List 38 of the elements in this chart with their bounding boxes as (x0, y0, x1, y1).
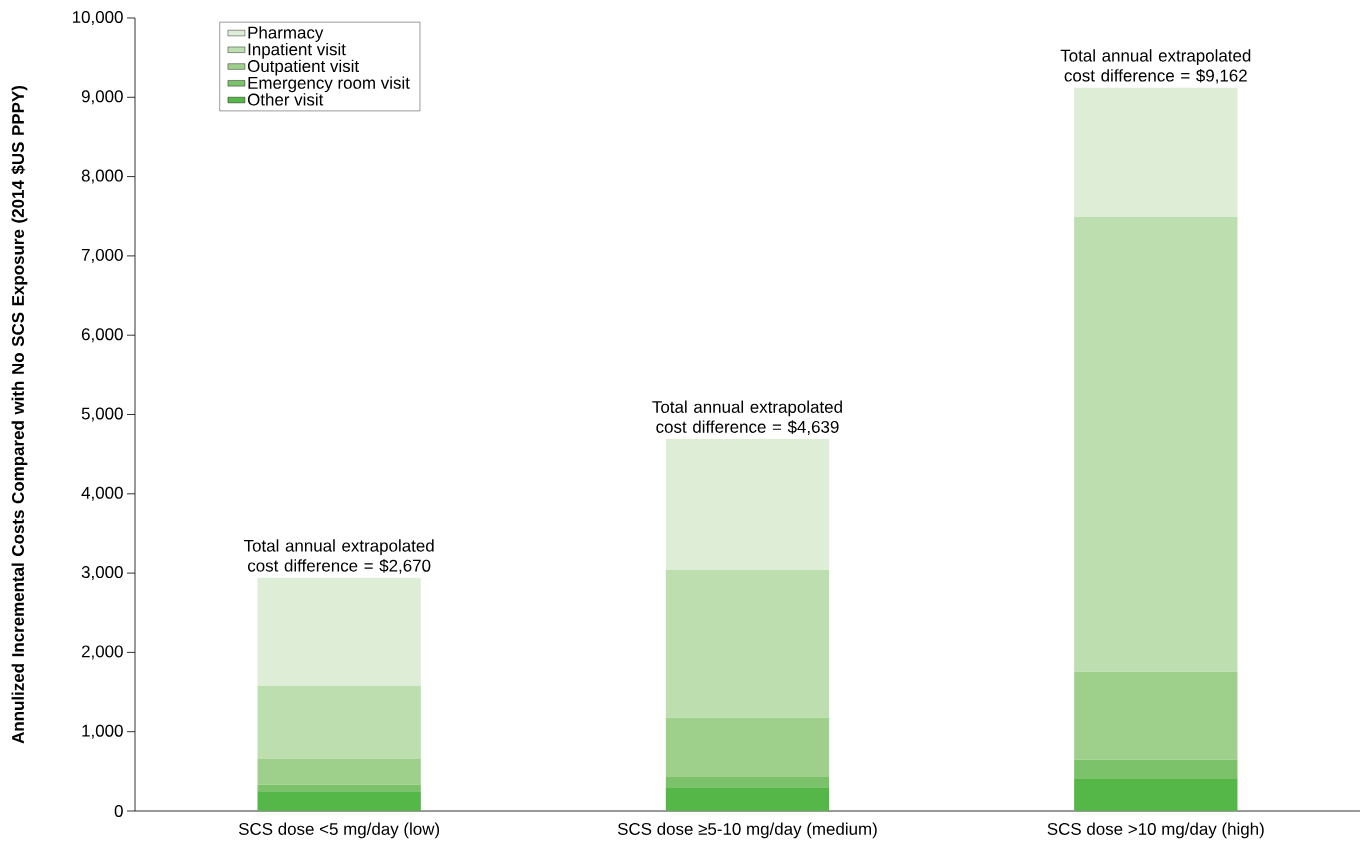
y-tick-label: 9,000 (81, 90, 123, 105)
y-tick-label: 3,000 (81, 566, 123, 581)
bar (665, 569, 830, 718)
y-tick-label: 7,000 (81, 248, 123, 263)
bar (665, 439, 830, 570)
bar (257, 577, 421, 687)
bar (257, 784, 421, 792)
bar (665, 776, 830, 788)
bar (257, 759, 421, 785)
y-tick-label: 0 (114, 805, 123, 817)
annotation: Total annual extrapolated cost difference = $4,639 (652, 400, 842, 435)
annotation: Total annual extrapolated cost difference = $2,670 (243, 539, 434, 574)
bar (1074, 671, 1238, 760)
x-tick-label: SCS dose ≥5-10 mg/day (medium) (617, 822, 877, 839)
bar (1074, 778, 1238, 811)
bar (1074, 759, 1238, 779)
legend-label: Outpatient visit (247, 59, 359, 76)
bar (665, 787, 830, 811)
bar (1074, 217, 1238, 672)
y-tick-label: 10,000 (72, 10, 123, 25)
y-tick-label: 2,000 (81, 645, 123, 660)
bar (1074, 87, 1238, 218)
y-tick-label: 8,000 (81, 169, 123, 184)
bar (257, 686, 421, 760)
bar (257, 791, 421, 811)
y-tick-label: 5,000 (81, 407, 123, 422)
legend-label: Pharmacy (248, 26, 324, 42)
legend-label: Emergency room visit (248, 76, 410, 93)
x-tick-label: SCS dose <5 mg/day (low) (238, 822, 440, 839)
y-tick-label: 4,000 (81, 486, 123, 501)
bar (665, 717, 830, 777)
y-axis-title: Annulized Incremental Costs Compared with No SCS Exposure (2014 $US PPPY) (11, 85, 28, 744)
x-tick-label: SCS dose >10 mg/day (high) (1047, 822, 1264, 839)
legend-label: Inpatient visit (248, 42, 346, 59)
annotation: Total annual extrapolated cost difference = $9,162 (1060, 49, 1251, 84)
legend-label: Other visit (247, 93, 324, 106)
y-tick-label: 1,000 (82, 724, 123, 739)
y-tick-label: 6,000 (81, 328, 123, 343)
